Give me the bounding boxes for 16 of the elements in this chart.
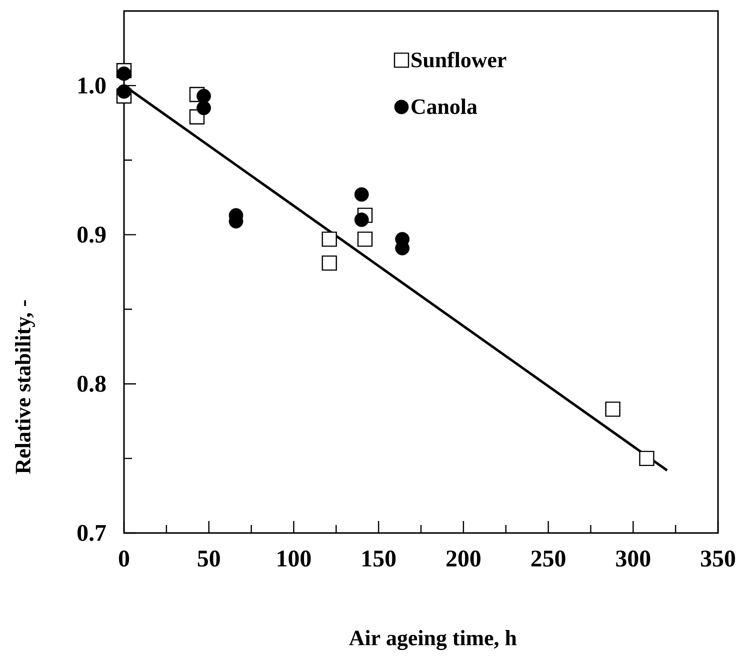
x-tick-label: 150 [362,550,396,567]
legend-label: Sunflower [412,52,506,68]
x-tick-label: 100 [278,550,311,567]
y-tick-label: 0.7 [78,524,106,542]
x-tick-label: 200 [446,550,480,567]
x-tick-label: 50 [198,550,220,567]
y-tick-label: 0.8 [78,376,106,392]
x-axis-title: Air ageing time, h [349,630,517,650]
y-tick-label: 1.0 [78,77,106,94]
x-tick-label: 300 [616,550,650,567]
x-tick-label: 350 [700,550,736,567]
y-axis-title: Relative stability, - [15,300,35,474]
x-tick-label: 250 [531,550,566,567]
legend-label: Canola [412,98,478,114]
y-tick-label: 0.9 [78,226,106,243]
x-tick-label: 0 [118,550,130,567]
